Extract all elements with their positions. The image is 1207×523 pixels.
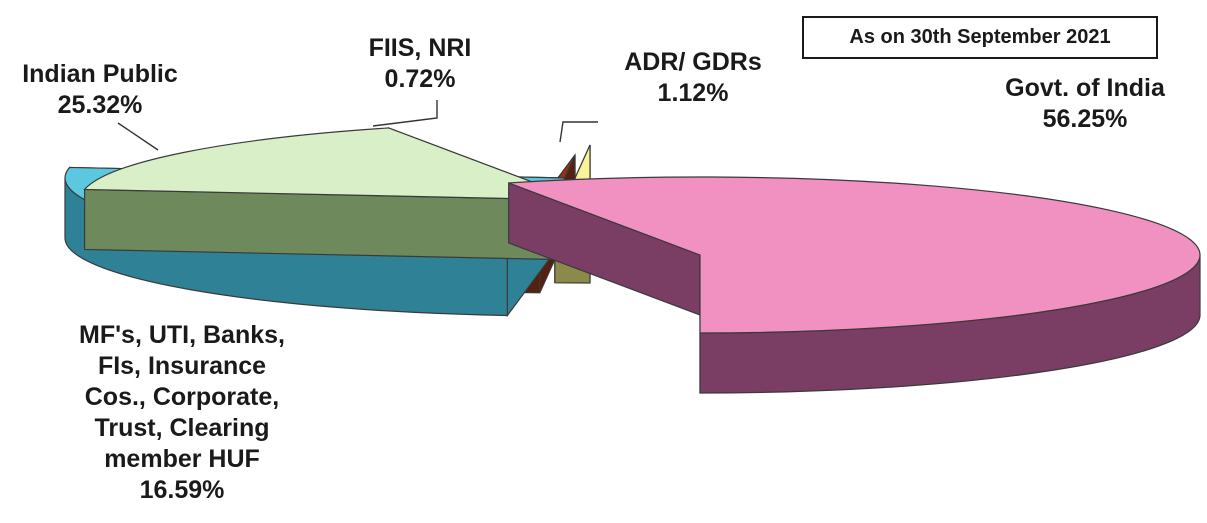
label-govt-of-india: Govt. of India 56.25%	[965, 73, 1205, 135]
label-mf-line-5: member HUF	[104, 445, 260, 473]
leader-indian-public	[117, 122, 159, 151]
label-indian-public-name: Indian Public	[22, 60, 178, 88]
slice-govt-of-india	[508, 176, 1201, 394]
label-govt-name: Govt. of India	[1005, 74, 1165, 102]
label-mf-line-3: Cos., Corporate,	[84, 383, 280, 411]
slice-mf-banks	[83, 127, 581, 261]
label-adr-name: ADR/ GDRs	[624, 48, 762, 76]
label-indian-public-value: 25.32%	[57, 91, 143, 119]
label-mf-banks: MF's, UTI, Banks, FIs, Insurance Cos., C…	[22, 320, 342, 506]
label-mf-line-4: Trust, Clearing	[94, 414, 270, 442]
label-govt-value: 56.25%	[1042, 105, 1128, 133]
label-fiis-value: 0.72%	[384, 65, 456, 93]
label-adr-gdrs: ADR/ GDRs 1.12%	[598, 47, 788, 109]
label-mf-line-2: FIs, Insurance	[97, 352, 267, 380]
leader-adr-gdrs	[559, 121, 598, 143]
label-fiis-nri: FIIS, NRI 0.72%	[340, 33, 500, 95]
label-adr-value: 1.12%	[657, 79, 729, 107]
leader-fiis-nri	[372, 100, 438, 127]
label-fiis-name: FIIS, NRI	[368, 34, 472, 62]
date-note: As on 30th September 2021	[802, 16, 1158, 59]
label-mf-value: 16.59%	[139, 476, 225, 504]
label-indian-public: Indian Public 25.32%	[0, 59, 200, 121]
label-mf-line-1: MF's, UTI, Banks,	[79, 321, 285, 349]
